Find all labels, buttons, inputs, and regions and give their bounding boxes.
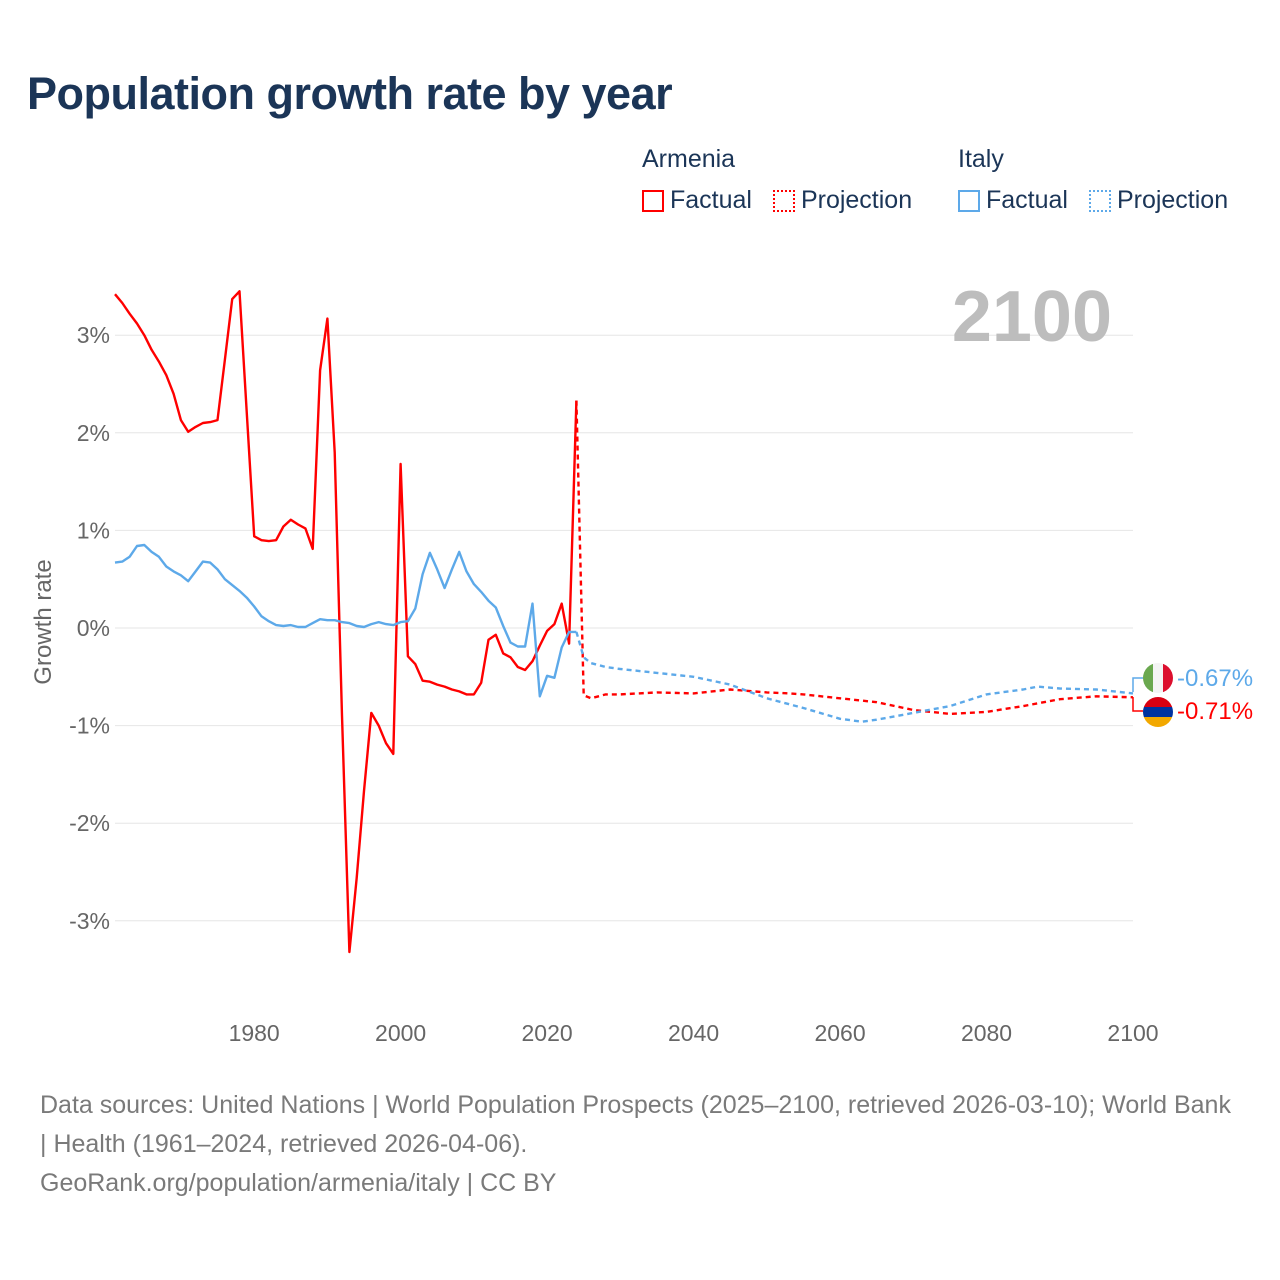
- x-tick-label: 2040: [668, 1020, 719, 1046]
- x-tick-label: 2000: [375, 1020, 426, 1046]
- italy-flag-icon: [1143, 663, 1173, 693]
- legend-label: Factual: [670, 186, 752, 214]
- legend-italy: Italy Factual Projection: [958, 145, 1228, 219]
- x-tick-label: 2080: [961, 1020, 1012, 1046]
- series-line-italy-factual: [114, 543, 577, 698]
- legend-title-armenia: Armenia: [642, 145, 736, 173]
- series-line-italy-projection: [575, 631, 1134, 723]
- legend-label: Projection: [1116, 186, 1229, 214]
- y-tick-label: -2%: [69, 810, 110, 836]
- legend-label: Factual: [986, 186, 1068, 214]
- footer-sources: Data sources: United Nations | World Pop…: [40, 1091, 1231, 1158]
- legend-swatch-solid: [958, 189, 980, 212]
- legend-title-italy: Italy: [958, 145, 1004, 173]
- legend-armenia-factual[interactable]: Factual: [642, 186, 752, 215]
- legend-swatch-dotted: [772, 189, 795, 212]
- armenia-flag-icon: [1143, 697, 1173, 727]
- legend-swatch-solid: [642, 189, 664, 212]
- current-year-label: 2100: [952, 277, 1112, 357]
- footer-attribution-link[interactable]: GeoRank.org/population/armenia/italy | C…: [40, 1169, 557, 1197]
- y-tick-label: 3%: [77, 322, 110, 348]
- x-tick-label: 2060: [814, 1020, 865, 1046]
- armenia-end-value: -0.71%: [1177, 698, 1253, 725]
- x-tick-label: 2100: [1107, 1020, 1158, 1046]
- legend-label: Projection: [800, 186, 913, 214]
- y-tick-label: 2%: [77, 420, 110, 446]
- armenia-end-connector: [1132, 697, 1143, 712]
- y-tick-label: 1%: [77, 517, 110, 543]
- series-line-armenia-factual: [114, 290, 578, 954]
- y-tick-label: 0%: [77, 615, 110, 641]
- y-axis-label: Growth rate: [30, 559, 57, 684]
- y-tick-label: -3%: [69, 908, 110, 934]
- x-tick-label: 2020: [522, 1020, 573, 1046]
- legend-italy-factual[interactable]: Factual: [958, 186, 1068, 215]
- legend-armenia-projection[interactable]: Projection: [772, 186, 913, 215]
- legend-swatch-dotted: [1088, 189, 1111, 212]
- legend-armenia: Armenia Factual Projection: [642, 145, 926, 219]
- series-line-armenia-projection: [575, 400, 1134, 716]
- legend-italy-projection[interactable]: Projection: [1088, 186, 1229, 215]
- italy-end-value: -0.67%: [1177, 665, 1253, 692]
- italy-end-connector: [1132, 677, 1143, 692]
- chart-title: Population growth rate by year: [27, 68, 673, 119]
- y-tick-label: -1%: [69, 713, 110, 739]
- x-tick-label: 1980: [229, 1020, 280, 1046]
